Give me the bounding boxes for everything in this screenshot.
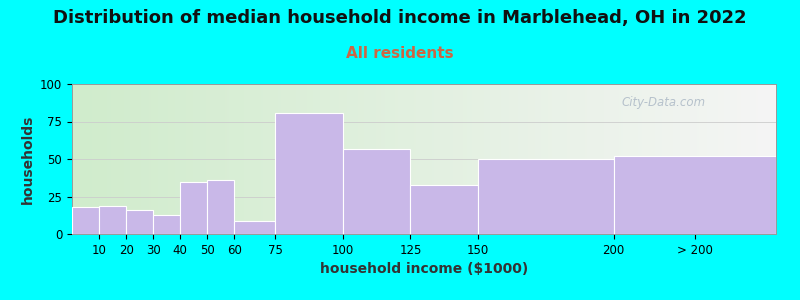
Text: City-Data.com: City-Data.com — [621, 96, 706, 109]
Bar — [342, 148, 410, 234]
Bar — [207, 180, 234, 234]
Bar — [154, 214, 180, 234]
Bar — [99, 206, 126, 234]
Bar — [478, 159, 614, 234]
Text: All residents: All residents — [346, 46, 454, 62]
Bar — [275, 112, 342, 234]
Text: Distribution of median household income in Marblehead, OH in 2022: Distribution of median household income … — [53, 9, 747, 27]
Bar — [234, 220, 275, 234]
X-axis label: household income ($1000): household income ($1000) — [320, 262, 528, 276]
Bar — [410, 184, 478, 234]
Bar — [614, 156, 776, 234]
Y-axis label: households: households — [21, 114, 34, 204]
Bar — [180, 182, 207, 234]
Bar — [126, 210, 154, 234]
Bar — [72, 207, 99, 234]
